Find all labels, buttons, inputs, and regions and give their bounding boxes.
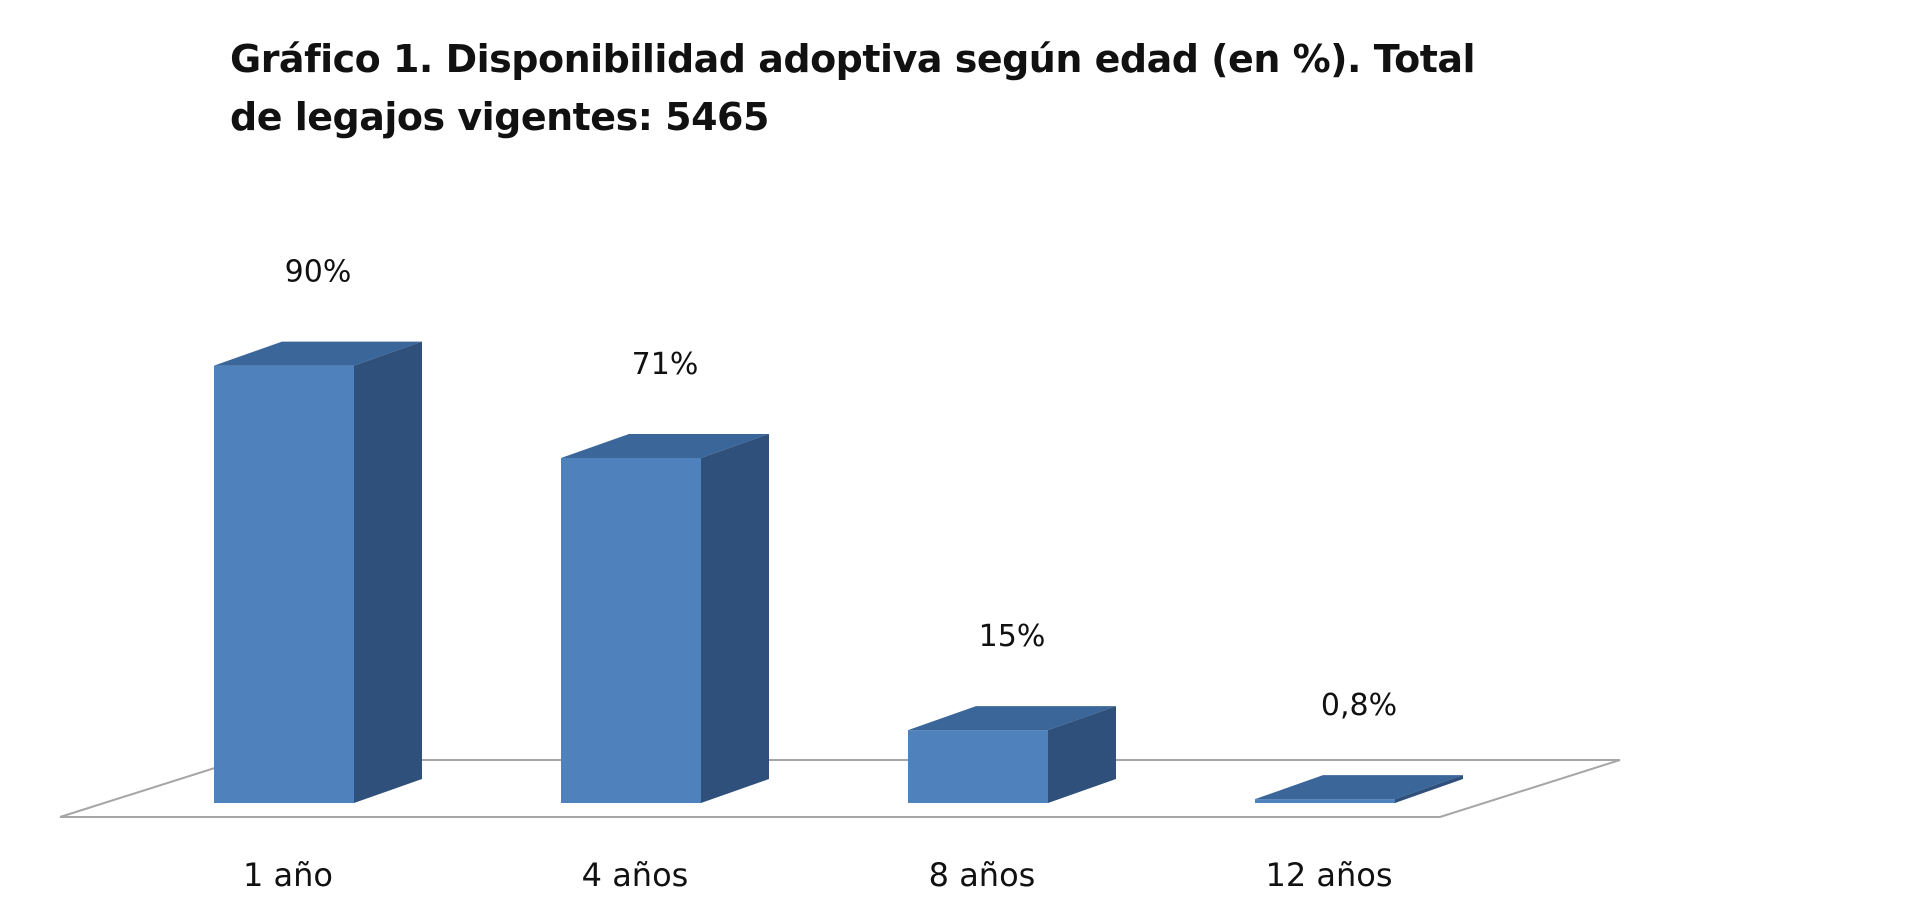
- bar: [214, 341, 422, 803]
- bar-front: [214, 365, 354, 803]
- bar: [908, 706, 1116, 803]
- labels-layer: 90% 1 año 71% 4 años 15% 8 años 0,8% 12 años: [243, 255, 1397, 894]
- bar-side: [701, 433, 769, 803]
- data-label: 90%: [285, 255, 352, 290]
- data-label: 15%: [979, 619, 1046, 654]
- bar-top: [1255, 775, 1463, 800]
- chart-floor: [59, 759, 1621, 818]
- bar: [1255, 775, 1463, 803]
- x-tick-label: 12 años: [1265, 856, 1392, 894]
- bar-side: [354, 341, 422, 803]
- bar-front: [908, 730, 1048, 803]
- x-tick-label: 4 años: [582, 856, 689, 894]
- x-tick-label: 1 año: [243, 856, 333, 894]
- bar-top: [561, 433, 769, 458]
- bar-top: [214, 341, 422, 366]
- bars-layer: [214, 341, 1463, 803]
- x-tick-label: 8 años: [929, 856, 1036, 894]
- bar-side: [1395, 775, 1463, 803]
- bar-side: [1048, 706, 1116, 803]
- bar: [561, 433, 769, 803]
- data-label: 0,8%: [1321, 688, 1397, 723]
- bar-front: [561, 457, 701, 803]
- chart-title: Gráfico 1. Disponibilidad adoptiva según…: [230, 37, 1476, 139]
- bar-front: [1255, 799, 1395, 803]
- data-label: 71%: [632, 347, 699, 382]
- bar-top: [908, 706, 1116, 731]
